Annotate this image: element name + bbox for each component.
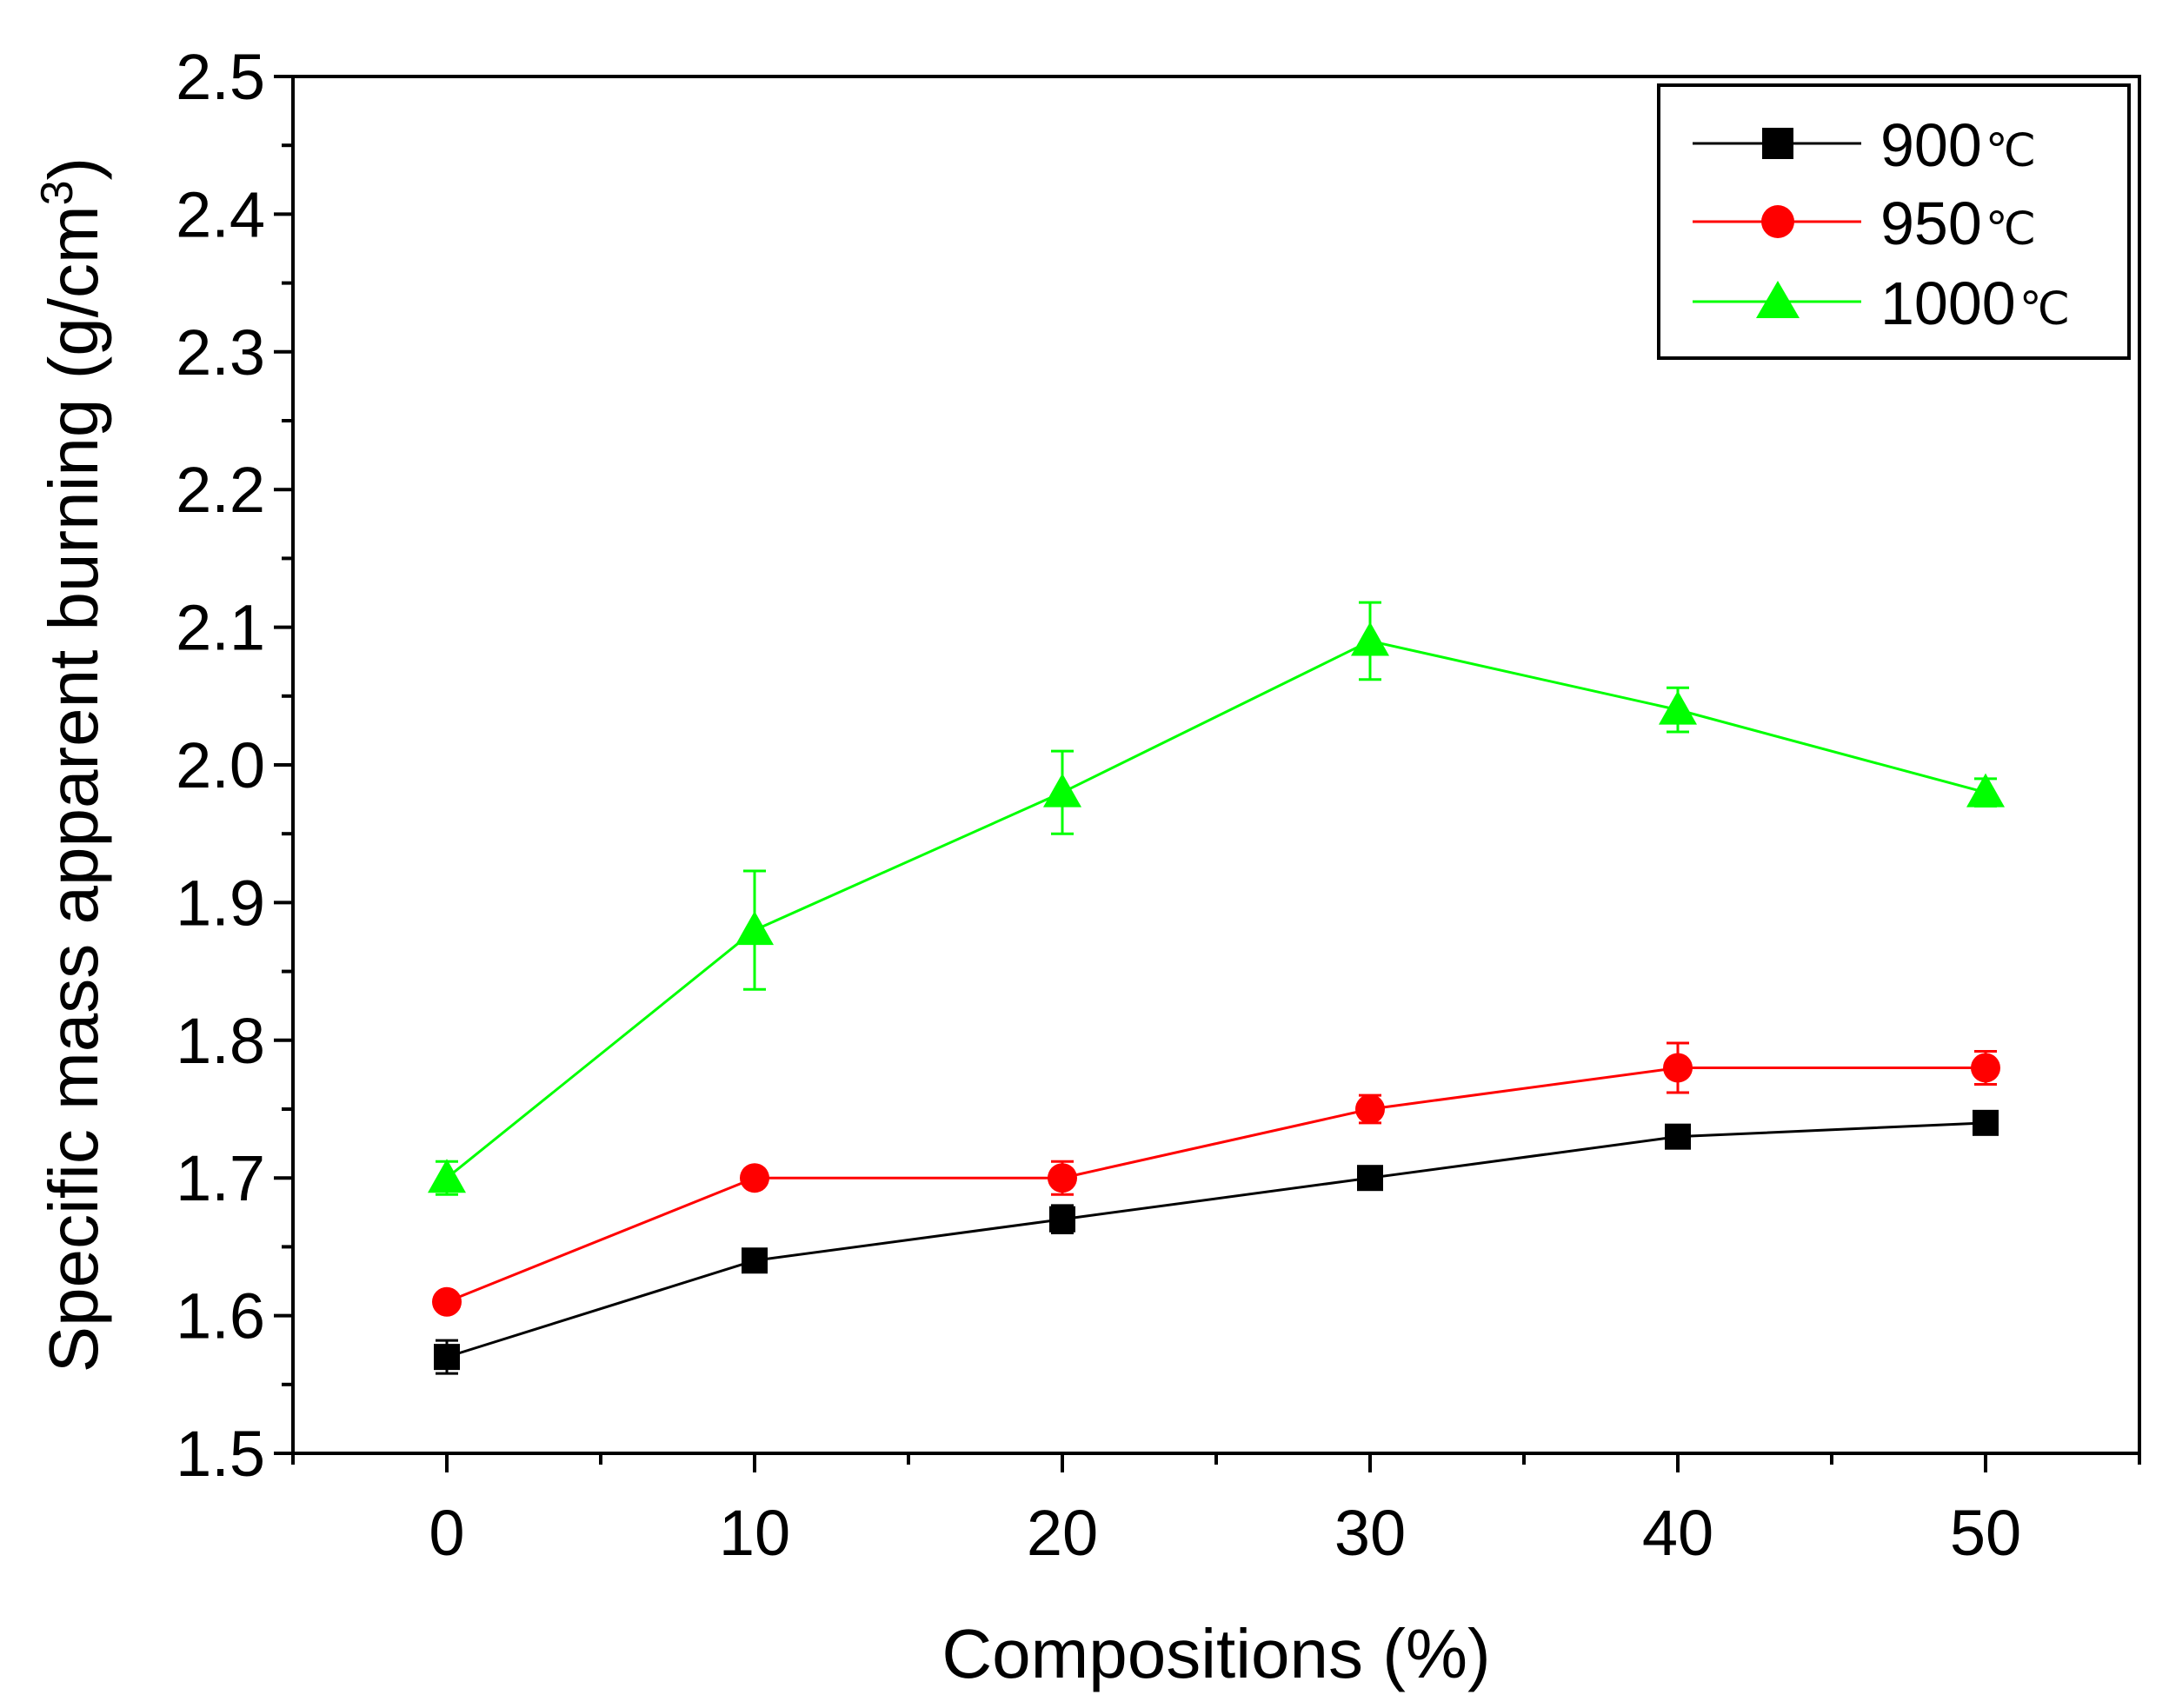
series-line-1000 <box>446 639 1986 1180</box>
y-tick-label: 2.3 <box>176 316 265 389</box>
data-point-circle <box>1971 1053 2000 1083</box>
data-point-triangle <box>1659 690 1697 725</box>
series-line-900 <box>446 1121 1986 1359</box>
data-point-square <box>1049 1206 1075 1233</box>
data-point-circle <box>1663 1053 1693 1083</box>
x-tick-label: 40 <box>1642 1497 1713 1569</box>
data-point-triangle <box>735 911 774 946</box>
data-point-circle <box>1048 1163 1077 1193</box>
data-point-square <box>742 1247 768 1274</box>
y-axis-title-superscript: 3 <box>32 180 83 205</box>
series-layer <box>428 601 2005 1375</box>
legend-marker-circle <box>1761 205 1794 238</box>
data-point-triangle <box>428 1159 466 1193</box>
y-tick-label: 1.9 <box>176 867 265 939</box>
y-axis-title-main: Specific mass apparent burning (g/cm <box>35 205 112 1372</box>
legend-label-value: 950 <box>1880 189 1982 257</box>
legend-label: 950℃ <box>1880 189 2036 257</box>
legend-label-value: 900 <box>1880 111 1982 179</box>
data-point-triangle <box>1351 621 1389 656</box>
data-point-square <box>434 1344 460 1371</box>
y-tick-label: 2.5 <box>176 41 265 113</box>
legend-label-unit: ℃ <box>1986 205 2036 255</box>
data-point-square <box>1357 1165 1383 1192</box>
series-1000 <box>428 601 2005 1196</box>
y-tick-label: 2.1 <box>176 592 265 664</box>
x-tick-label: 10 <box>719 1497 790 1569</box>
x-tick-label: 20 <box>1027 1497 1098 1569</box>
legend-label-value: 1000 <box>1880 269 2016 337</box>
axes: 0 10 20 30 40 50 1.5 1.6 1.7 1.8 1.9 2.0 2.1 2.2 2.3 2.… <box>176 41 2141 1569</box>
y-axis-title: Specific mass apparent burning (g/cm3) <box>32 157 112 1372</box>
y-tick-label: 1.8 <box>176 1005 265 1077</box>
series-950 <box>432 1041 2000 1317</box>
x-tick-label: 30 <box>1334 1497 1406 1569</box>
y-tick-label: 2.4 <box>176 178 265 250</box>
data-point-circle <box>432 1286 462 1317</box>
data-point-triangle <box>1043 773 1081 807</box>
x-tick-label: 0 <box>429 1497 464 1569</box>
data-point-square <box>1665 1123 1691 1150</box>
legend-marker-square <box>1762 128 1793 159</box>
data-point-circle <box>740 1163 769 1193</box>
y-tick-label: 1.5 <box>176 1418 265 1490</box>
y-tick-label: 1.7 <box>176 1142 265 1214</box>
legend-label-unit: ℃ <box>1986 127 2036 176</box>
y-tick-label: 2.2 <box>176 454 265 526</box>
x-tick-label: 50 <box>1950 1497 2021 1569</box>
data-point-square <box>1973 1109 1999 1136</box>
labels-layer: Compositions (%) Specific mass apparent … <box>32 157 1491 1692</box>
y-tick-label: 2.0 <box>176 729 265 801</box>
y-axis-title-end: ) <box>35 157 112 181</box>
y-tick-label: 1.6 <box>176 1280 265 1352</box>
legend-label-unit: ℃ <box>2019 285 2070 335</box>
series-line-950 <box>446 1066 1986 1304</box>
data-point-triangle <box>1966 773 2005 807</box>
x-axis-title: Compositions (%) <box>941 1615 1490 1692</box>
legend-label: 1000℃ <box>1880 269 2070 337</box>
series-900 <box>434 1109 1999 1375</box>
legend-label: 900℃ <box>1880 111 2036 179</box>
legend-marker-triangle <box>1756 281 1800 318</box>
data-point-circle <box>1355 1094 1385 1124</box>
